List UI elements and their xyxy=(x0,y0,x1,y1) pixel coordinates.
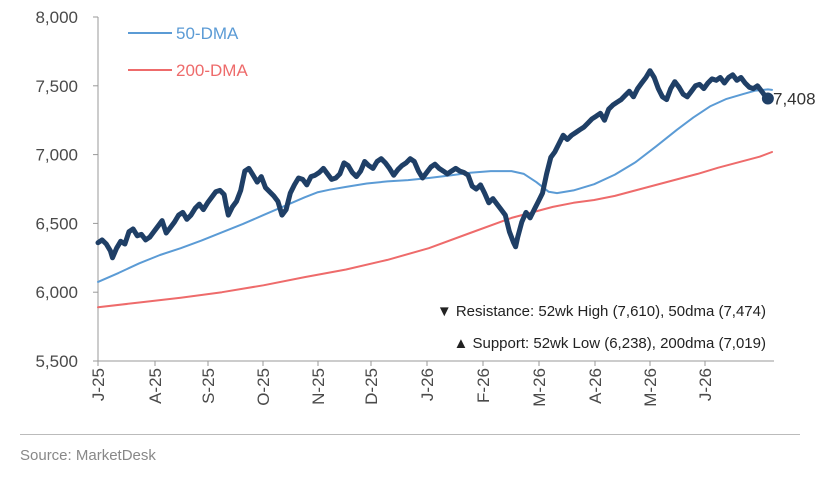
support-note: ▲ Support: 52wk Low (6,238), 200dma (7,0… xyxy=(453,335,766,352)
series-line-200-dma xyxy=(97,151,773,309)
x-tick-label: A-25 xyxy=(146,368,165,404)
series-lines: 7,408 xyxy=(95,68,816,309)
chart-axes xyxy=(93,16,774,366)
x-tick-label: M-26 xyxy=(641,368,660,407)
tick-labels: 5,500 6,000 6,500 7,000 7,500 8,000 J-25 A-25 S-… xyxy=(35,8,715,407)
y-tick-label: 8,000 xyxy=(35,8,78,27)
y-tick-label: 7,000 xyxy=(35,146,78,165)
x-tick-label: D-25 xyxy=(362,368,381,405)
last-value-label: 7,408 xyxy=(773,89,816,108)
x-tick-label: J-26 xyxy=(696,368,715,401)
y-tick-label: 6,000 xyxy=(35,283,78,302)
series-line-50-dma xyxy=(97,88,773,283)
y-tick-label: 5,500 xyxy=(35,352,78,371)
source-note: Source: MarketDesk xyxy=(20,447,156,464)
series-line-price xyxy=(95,68,771,261)
x-tick-label: F-26 xyxy=(474,368,493,403)
legend-label-50-dma: 50-DMA xyxy=(176,24,239,43)
x-tick-label: A-26 xyxy=(586,368,605,404)
annotations: ▼ Resistance: 52wk High (7,610), 50dma (… xyxy=(437,303,766,352)
y-tick-label: 6,500 xyxy=(35,214,78,233)
legend: 50-DMA 200-DMA xyxy=(128,24,248,80)
x-tick-label: S-25 xyxy=(199,368,218,404)
source-divider xyxy=(20,434,800,435)
x-tick-label: J-25 xyxy=(89,368,108,401)
x-tick-label: M-26 xyxy=(530,368,549,407)
x-tick-label: O-25 xyxy=(254,368,273,406)
y-tick-label: 7,500 xyxy=(35,77,78,96)
last-value-marker xyxy=(761,92,774,105)
x-tick-label: N-25 xyxy=(309,368,328,405)
resistance-note: ▼ Resistance: 52wk High (7,610), 50dma (… xyxy=(437,303,766,320)
x-tick-label: J-26 xyxy=(418,368,437,401)
legend-label-200-dma: 200-DMA xyxy=(176,61,248,80)
